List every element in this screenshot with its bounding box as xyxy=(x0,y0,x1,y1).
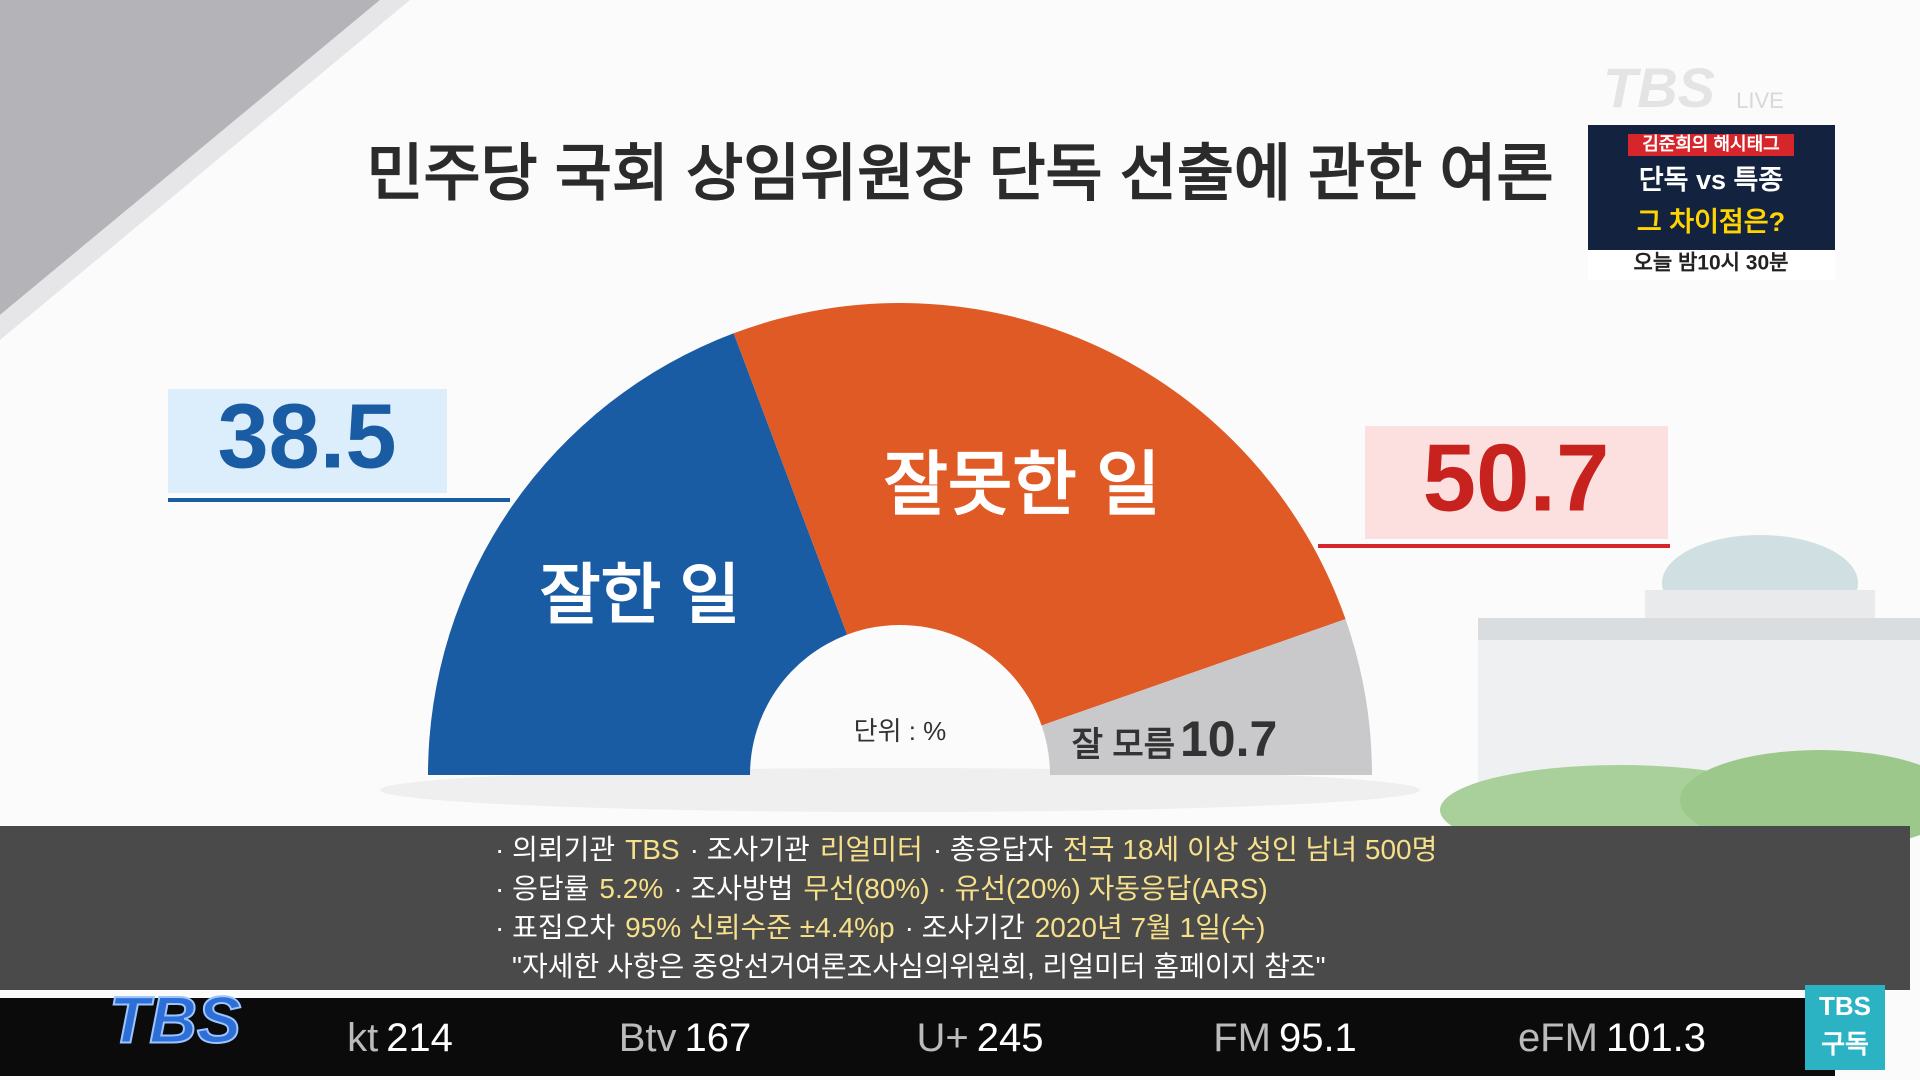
segment-label: 잘한 일 xyxy=(540,557,741,631)
survey-line: · 표집오차 95% 신뢰수준 ±4.4%p · 조사기간 2020년 7월 1일(수… xyxy=(495,912,1265,943)
survey-line: · 응답률 5.2% · 조사방법 무선(80%) · 유선(20%) 자동응답(AR… xyxy=(495,873,1268,904)
survey-text: · 조사기간 xyxy=(905,912,1025,943)
value-box xyxy=(168,389,447,493)
value-label: 10.7 xyxy=(1180,711,1277,767)
channel: eFM 101.3 xyxy=(1518,1016,1706,1060)
segment-label: 잘못한 일 xyxy=(883,445,1160,523)
channel: kt 214 xyxy=(347,1016,453,1060)
chart-shadow xyxy=(380,768,1420,812)
subscribe-button[interactable] xyxy=(1805,985,1885,1070)
survey-text: 전국 18세 이상 성인 남녀 500명 xyxy=(1063,834,1437,865)
survey-text: · 응답률 xyxy=(495,873,589,904)
logo: TBS xyxy=(1603,56,1715,119)
survey-line: · 의뢰기관 TBS · 조사기관 리얼미터 · 총응답자 전국 18세 이상 성인 남녀… xyxy=(495,834,1437,865)
building-illustration xyxy=(1440,535,1920,855)
survey-text: "자세한 사항은 중앙선거여론조사심의위원회, 리얼미터 홈페이지 참조" xyxy=(512,951,1326,982)
logo-tag: LIVE xyxy=(1736,88,1784,113)
survey-line: "자세한 사항은 중앙선거여론조사심의위원회, 리얼미터 홈페이지 참조" xyxy=(512,951,1326,982)
channel-number: 214 xyxy=(386,1016,453,1060)
promo-line: 단독 vs 특종 xyxy=(1639,165,1783,195)
promo-line: 그 차이점은? xyxy=(1637,207,1785,237)
survey-text: · 표집오차 xyxy=(495,912,615,943)
promo-time: 오늘 밤10시 30분 xyxy=(1634,252,1789,275)
channel-name: Btv xyxy=(619,1016,677,1060)
pie-chart: 잘한 일 잘못한 일잘 모름 10.7 38.5 50.7 단위 : % xyxy=(168,303,1670,775)
promo-time-box xyxy=(1588,250,1835,280)
survey-text: · 의뢰기관 xyxy=(495,834,615,865)
chart-title: 민주당 국회 상임위원장 단독 선출에 관한 여론 xyxy=(366,139,1553,208)
survey-band xyxy=(0,826,1910,990)
survey-text: 리얼미터 xyxy=(820,834,923,865)
ticker-logo: TBS xyxy=(109,982,241,1056)
channel: U+ 245 xyxy=(917,1016,1044,1060)
survey-text: · 조사방법 xyxy=(673,873,793,904)
ticker-channels: kt 214 Btv 167 U+ 245 FM 95.1 eFM 101.3 xyxy=(347,1016,1706,1060)
promo-show: 김준희의 해시태그 xyxy=(1642,134,1779,154)
value-box xyxy=(1365,426,1668,539)
subscribe-label: 구독 xyxy=(1821,1029,1869,1059)
channel-number: 95.1 xyxy=(1279,1016,1357,1060)
value-label: 50.7 xyxy=(1423,424,1610,531)
pie-segment xyxy=(733,303,1346,726)
survey-text: · 조사기관 xyxy=(690,834,810,865)
subscribe-logo: TBS xyxy=(1819,991,1871,1021)
value-label: 38.5 xyxy=(217,385,396,487)
channel: FM 95.1 xyxy=(1213,1016,1357,1060)
segment-label: 잘 모름 xyxy=(1072,726,1175,764)
channel-number: 245 xyxy=(977,1016,1044,1060)
channel: Btv 167 xyxy=(619,1016,752,1060)
channel-number: 167 xyxy=(685,1016,752,1060)
corner-stripe xyxy=(0,0,410,340)
survey-text: 5.2% xyxy=(599,873,663,904)
channel-number: 101.3 xyxy=(1606,1016,1706,1060)
pie-segment xyxy=(1041,619,1372,775)
pie-segment xyxy=(428,333,848,775)
survey-text: 95% 신뢰수준 ±4.4%p xyxy=(625,912,894,943)
channel-name: eFM xyxy=(1518,1016,1598,1060)
unit-note: 단위 : % xyxy=(854,716,947,746)
channel-name: kt xyxy=(347,1016,378,1060)
promo-show-bg xyxy=(1628,134,1794,156)
survey-text: · 총응답자 xyxy=(933,834,1053,865)
survey-text: 2020년 7월 1일(수) xyxy=(1035,912,1266,943)
ticker-bar xyxy=(0,998,1835,1076)
survey-notes: · 의뢰기관 TBS · 조사기관 리얼미터 · 총응답자 전국 18세 이상 성인 남녀… xyxy=(495,834,1437,982)
channel-name: U+ xyxy=(917,1016,969,1060)
channel-name: FM xyxy=(1213,1016,1271,1060)
survey-text: TBS xyxy=(625,834,679,865)
survey-text: 무선(80%) · 유선(20%) 자동응답(ARS) xyxy=(803,873,1267,904)
